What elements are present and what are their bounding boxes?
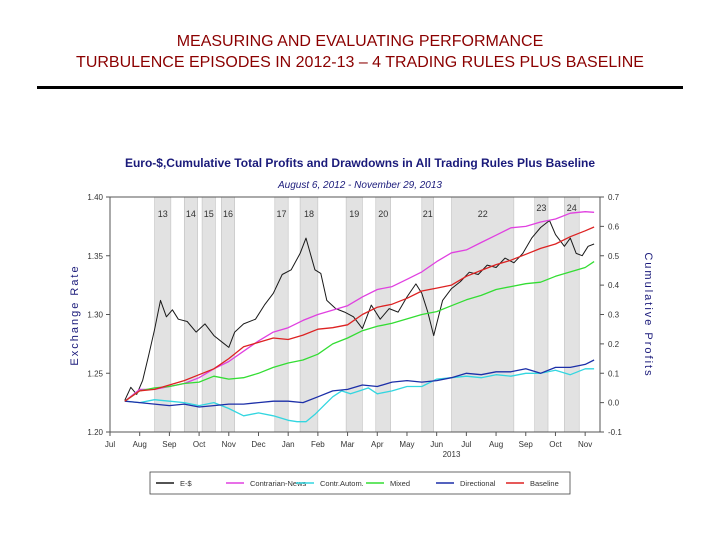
legend-label: Mixed: [390, 479, 410, 488]
legend: E-$ Contrarian-News Contr.Autom. Mixed Direc…: [149, 471, 571, 495]
chart-subtitle: August 6, 2012 - November 29, 2013: [277, 180, 442, 191]
x-tick-label: May: [399, 440, 414, 449]
x-tick-label: Dec: [251, 440, 265, 449]
x-tick-label: Sep: [162, 440, 177, 449]
y2-tick-label: 0.2: [608, 340, 620, 349]
legend-box: [149, 471, 571, 495]
y-tick-label: 1.20: [87, 428, 103, 437]
episode-label: 18: [304, 209, 314, 219]
episode-label: 13: [158, 209, 168, 219]
year-label: 2013: [443, 450, 461, 459]
x-tick-label: Jul: [105, 440, 115, 449]
episode-band-15: [201, 196, 216, 433]
title-divider: [37, 86, 683, 89]
x-tick-label: Oct: [193, 440, 206, 449]
chart-title: Euro-$,Cumulative Total Profits and Draw…: [125, 156, 595, 170]
y2-tick-label: 0.0: [608, 399, 620, 408]
x-tick-label: Jun: [430, 440, 443, 449]
x-tick-label: Jan: [282, 440, 295, 449]
x-tick-label: Nov: [222, 440, 236, 449]
series-line-e-: [124, 220, 595, 401]
y2-tick-label: 0.7: [608, 193, 620, 202]
episode-label: 20: [378, 209, 388, 219]
y-axis-label: Exchange Rate: [69, 264, 81, 365]
y2-tick-label: -0.1: [608, 428, 622, 437]
x-tick-label: Feb: [311, 440, 325, 449]
episode-label: 17: [276, 209, 286, 219]
series-line-contrarian-news: [124, 211, 595, 402]
episode-band-24: [564, 196, 580, 433]
episode-label: 23: [536, 203, 546, 213]
legend-label: Directional: [460, 479, 496, 488]
slide-title-line2: TURBULENCE EPISODES IN 2012-13 – 4 TRADI…: [76, 54, 644, 71]
episode-band-14: [183, 196, 198, 433]
x-tick-label: Apr: [371, 440, 384, 449]
y-tick-label: 1.25: [87, 369, 103, 378]
episode-label: 22: [478, 209, 488, 219]
episode-label: 15: [204, 209, 214, 219]
axes: 1.20 1.25 1.30 1.35 1.40 -0.1 0.0 0.1 0.2 0.3 0.4 0…: [87, 193, 622, 459]
x-tick-label: Jul: [461, 440, 471, 449]
legend-label: Contrarian-News: [250, 479, 307, 488]
y2-tick-label: 0.1: [608, 369, 620, 378]
x-tick-label: Aug: [133, 440, 147, 449]
series-line-baseline: [124, 226, 595, 402]
y-tick-label: 1.30: [87, 311, 103, 320]
legend-label: Baseline: [530, 479, 559, 488]
episode-label: 16: [223, 209, 233, 219]
episode-bands: 13 14 15 16 17 18 19 20 21 22 23 24: [154, 196, 580, 433]
y2-tick-label: 0.6: [608, 222, 620, 231]
y2-tick-label: 0.3: [608, 311, 620, 320]
y2-axis-label: Cumulative Profits: [642, 252, 654, 377]
y2-tick-label: 0.5: [608, 252, 620, 261]
x-tick-label: Aug: [489, 440, 503, 449]
series-line-contr-autom-: [124, 368, 595, 423]
episode-band-18: [299, 196, 319, 433]
series-line-mixed: [124, 261, 595, 402]
slide-title-line1: MEASURING AND EVALUATING PERFORMANCE: [176, 33, 544, 50]
episode-band-20: [375, 196, 391, 433]
x-tick-label: Mar: [341, 440, 355, 449]
x-tick-label: Nov: [578, 440, 592, 449]
episode-band-22: [451, 196, 515, 433]
legend-label: E-$: [180, 479, 193, 488]
series-lines: [124, 211, 595, 423]
episode-label: 21: [423, 209, 433, 219]
legend-label: Contr.Autom.: [320, 479, 364, 488]
episode-label: 24: [567, 203, 577, 213]
x-tick-label: Sep: [519, 440, 534, 449]
episode-band-16: [221, 196, 235, 433]
performance-chart: Euro-$,Cumulative Total Profits and Draw…: [69, 156, 654, 495]
x-tick-label: Oct: [549, 440, 562, 449]
episode-label: 14: [186, 209, 196, 219]
series-line-directional: [124, 359, 595, 408]
episode-label: 19: [349, 209, 359, 219]
y-tick-label: 1.40: [87, 193, 103, 202]
y2-tick-label: 0.4: [608, 281, 620, 290]
episode-band-17: [274, 196, 289, 433]
y-tick-label: 1.35: [87, 252, 103, 261]
